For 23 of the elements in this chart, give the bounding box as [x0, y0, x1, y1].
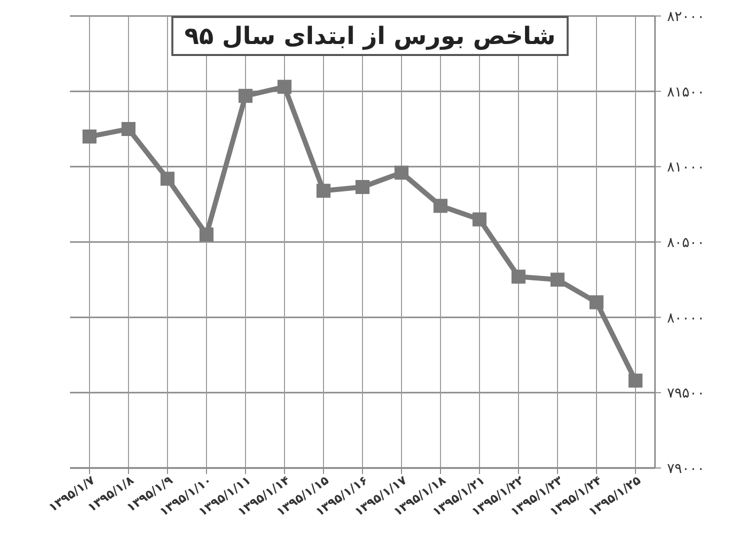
y-tick-label: ۸۰۰۰۰ [667, 310, 705, 326]
y-tick-label: ۸۰۵۰۰ [667, 235, 705, 251]
point [512, 270, 526, 284]
point [160, 172, 174, 186]
chart-title: شاخص بورس از ابتدای سال ۹۵ [184, 22, 556, 50]
y-tick-label: ۸۱۰۰۰ [667, 160, 705, 176]
point [590, 295, 604, 310]
point [628, 374, 642, 388]
point [238, 88, 252, 103]
point [200, 227, 214, 242]
point [316, 184, 330, 198]
y-tick-label: ۷۹۵۰۰ [667, 386, 705, 402]
y-tick-label: ۸۱۵۰۰ [667, 84, 705, 100]
y-tick-label: ۷۹۰۰۰ [667, 461, 705, 477]
point [434, 198, 448, 213]
point [122, 122, 136, 136]
point [356, 180, 370, 194]
point [278, 80, 292, 94]
point [82, 130, 96, 144]
point [472, 212, 486, 226]
point [550, 272, 564, 287]
point [394, 166, 408, 180]
y-tick-label: ۸۲۰۰۰ [667, 9, 705, 25]
